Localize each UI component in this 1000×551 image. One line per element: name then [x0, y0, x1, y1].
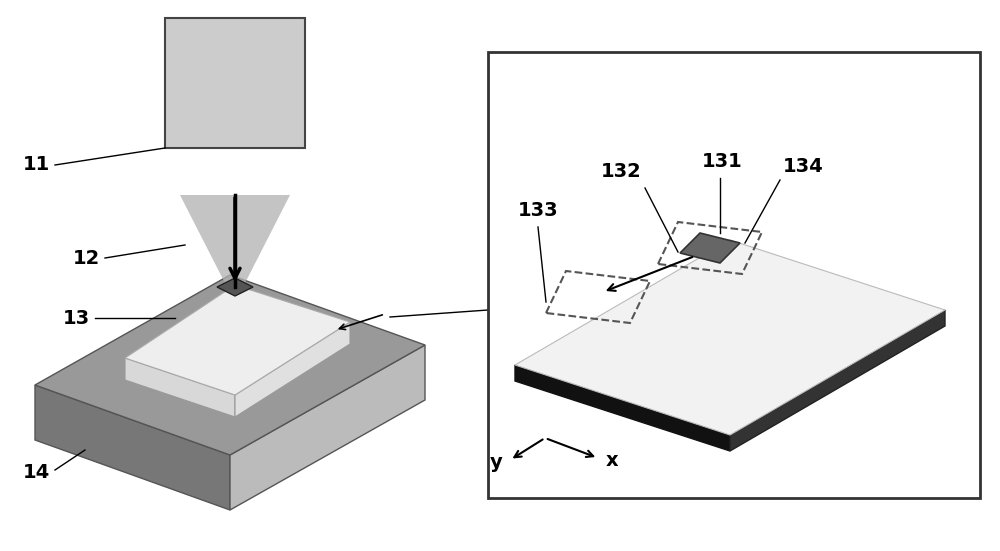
Text: 133: 133: [518, 201, 558, 220]
Polygon shape: [180, 195, 290, 287]
Polygon shape: [125, 358, 235, 417]
Text: 134: 134: [783, 157, 824, 176]
Polygon shape: [515, 240, 945, 435]
Polygon shape: [235, 322, 350, 417]
Polygon shape: [680, 233, 740, 263]
Polygon shape: [35, 275, 425, 455]
Polygon shape: [730, 310, 945, 451]
Bar: [165, 18, 305, 148]
Text: 13: 13: [63, 309, 90, 327]
Polygon shape: [515, 365, 730, 451]
Text: 11: 11: [23, 155, 50, 175]
Polygon shape: [217, 278, 253, 296]
Text: 132: 132: [601, 162, 642, 181]
Polygon shape: [230, 345, 425, 510]
Text: y: y: [489, 452, 502, 472]
Text: 12: 12: [73, 249, 100, 267]
Polygon shape: [125, 285, 350, 395]
Text: x: x: [606, 451, 619, 469]
Text: 131: 131: [702, 152, 742, 171]
Polygon shape: [35, 385, 230, 510]
Text: 14: 14: [23, 462, 50, 482]
Bar: [488, 52, 980, 498]
